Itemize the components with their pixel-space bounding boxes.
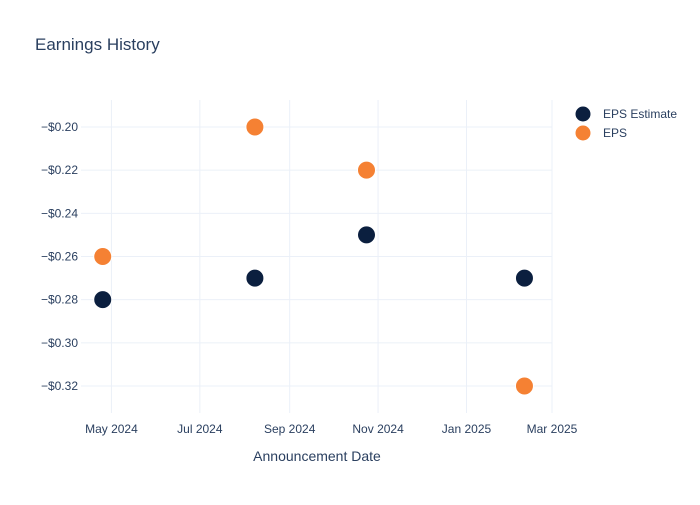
tick-layer: May 2024 Jul 2024 Sep 2024 Nov 2024 Jan 2025…	[41, 120, 578, 436]
x-tick-label: Jul 2024	[177, 422, 223, 436]
data-point[interactable]	[93, 247, 113, 266]
data-point[interactable]	[356, 225, 376, 245]
legend-marker	[574, 105, 592, 123]
data-point[interactable]	[356, 160, 376, 180]
y-tick-label: −$0.24	[41, 206, 78, 220]
series-eps-estimate	[93, 225, 534, 310]
legend: EPS Estimate EPS	[574, 105, 677, 142]
x-tick-label: Nov 2024	[352, 422, 404, 436]
data-point[interactable]	[514, 268, 534, 288]
legend-item[interactable]: EPS	[574, 124, 627, 142]
legend-item[interactable]: EPS Estimate	[574, 105, 677, 123]
y-tick-label: −$0.30	[41, 336, 78, 350]
x-tick-label: May 2024	[85, 422, 138, 436]
data-point[interactable]	[245, 117, 265, 137]
x-tick-label: Mar 2025	[527, 422, 578, 436]
x-axis-label: Announcement Date	[253, 448, 381, 464]
legend-marker	[574, 124, 592, 142]
data-point[interactable]	[93, 290, 113, 310]
y-tick-label: −$0.32	[41, 379, 78, 393]
legend-label: EPS	[603, 126, 627, 140]
series-eps	[93, 117, 534, 396]
grid-layer	[81, 100, 553, 413]
legend-label: EPS Estimate	[603, 107, 677, 121]
marker-layer	[93, 117, 534, 396]
y-tick-label: −$0.20	[41, 120, 78, 134]
x-tick-label: Sep 2024	[264, 422, 316, 436]
y-tick-label: −$0.26	[41, 250, 78, 264]
y-tick-label: −$0.22	[41, 163, 78, 177]
y-tick-label: −$0.28	[41, 293, 78, 307]
data-point[interactable]	[514, 376, 534, 396]
data-point[interactable]	[245, 268, 265, 288]
x-tick-label: Jan 2025	[442, 422, 492, 436]
chart-title: Earnings History	[35, 35, 160, 54]
